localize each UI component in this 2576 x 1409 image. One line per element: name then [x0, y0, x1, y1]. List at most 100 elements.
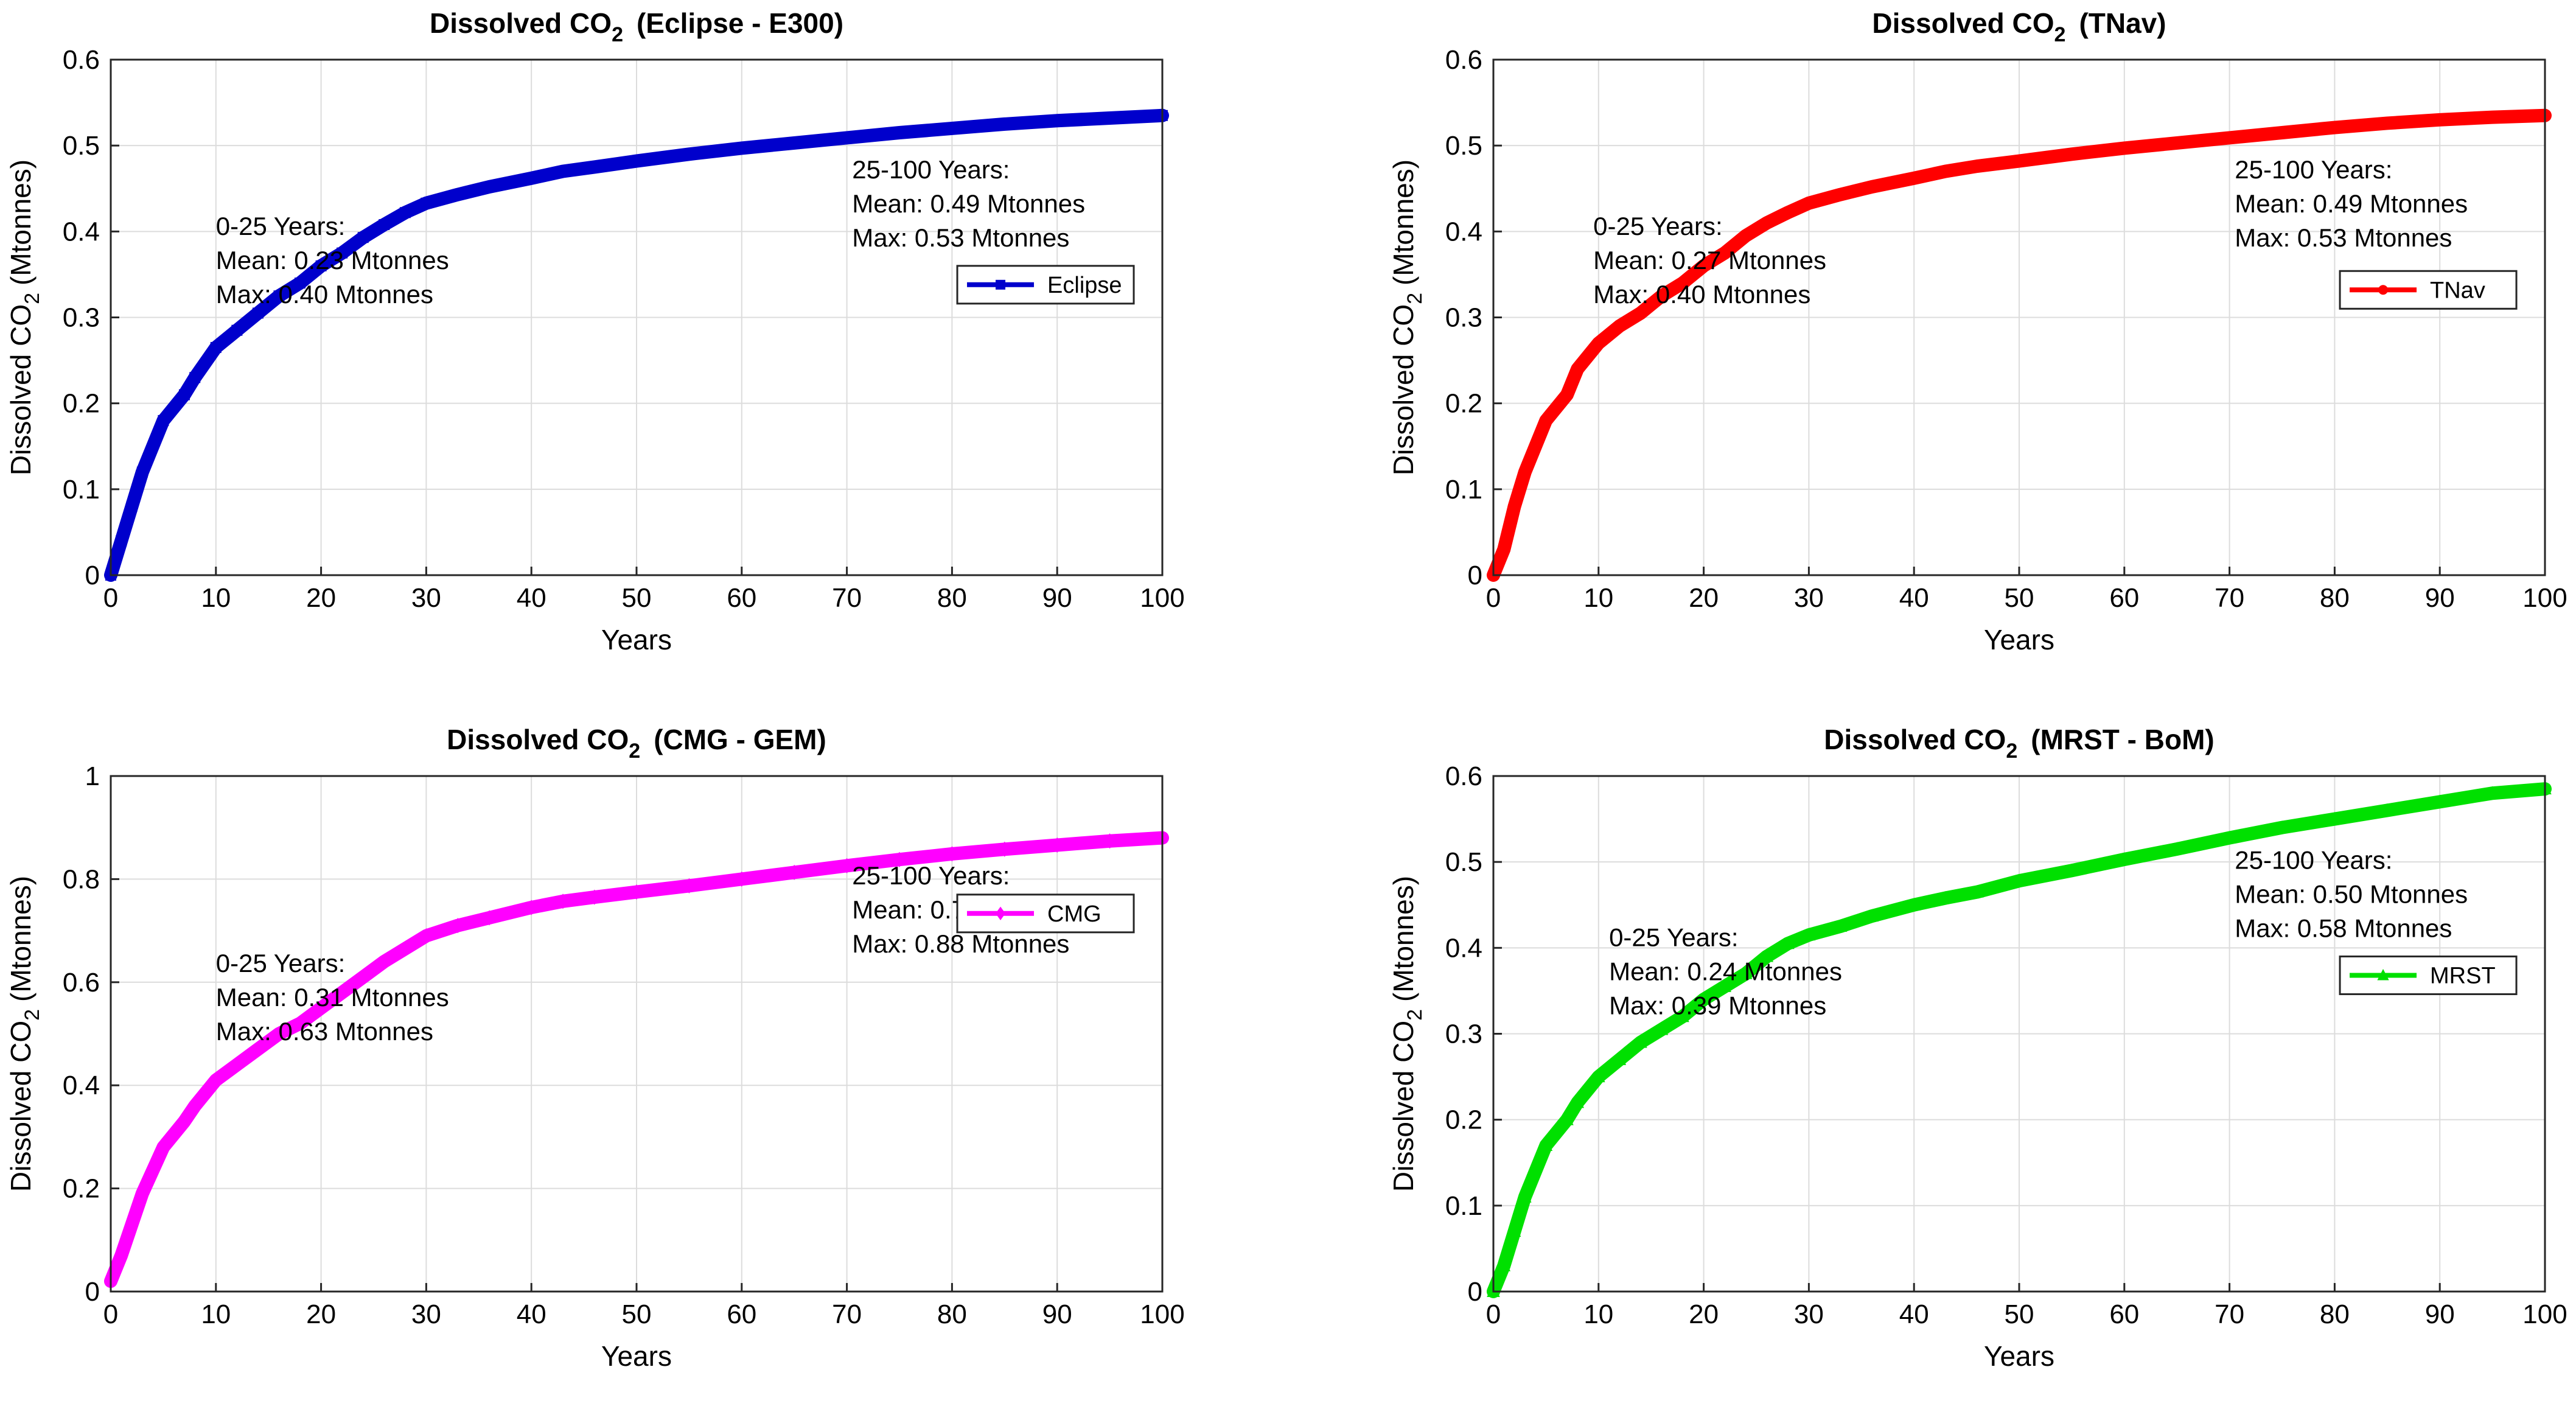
y-axis-label-suffix: (Mtonnes)	[5, 876, 37, 1002]
data-point	[1518, 1190, 1532, 1203]
legend-marker	[2377, 969, 2389, 981]
x-tick-label: 90	[2425, 583, 2455, 613]
data-point	[2277, 127, 2288, 138]
data-point	[1835, 189, 1846, 200]
annotation-line: Mean: 0.31 Mtonnes	[216, 983, 449, 1012]
y-tick-label: 0	[1468, 561, 1482, 590]
data-point	[2224, 132, 2235, 144]
legend-label: TNav	[2430, 278, 2485, 303]
data-point	[2329, 122, 2340, 133]
series-line-eclipse	[104, 108, 1169, 582]
grid	[111, 60, 1162, 575]
data-point	[1761, 217, 1773, 229]
series-line-cmg	[104, 831, 1169, 1288]
x-tick-label: 10	[201, 1299, 231, 1329]
data-point	[1939, 890, 1952, 904]
grid	[111, 776, 1162, 1292]
data-point	[452, 918, 464, 934]
data-point	[1940, 166, 1952, 177]
x-tick-label: 90	[1042, 583, 1072, 613]
x-tick-label: 40	[1899, 1299, 1929, 1329]
annotation-line: Mean: 0.27 Mtonnes	[1593, 246, 1826, 274]
y-axis-label-subscript: 2	[1403, 293, 1426, 304]
chart-svg-eclipse: 0 10 20 30 40 50 60 70 80 90 100 0 0.1 0.2 0.3 0.4 0.5 0.…	[5, 7, 1185, 656]
data-point	[136, 1186, 148, 1201]
data-point	[399, 207, 411, 219]
chart-title: Dissolved CO2 (CMG - GEM)	[447, 724, 826, 763]
y-tick-label: 0.6	[1445, 45, 1482, 75]
data-point	[1739, 966, 1753, 979]
y-tick-label: 0	[1468, 1277, 1482, 1307]
x-tick-label: 70	[2215, 1299, 2244, 1329]
y-axis-label-suffix: (Mtonnes)	[1387, 159, 1419, 285]
chart-title: Dissolved CO2 (Eclipse - E300)	[430, 7, 843, 46]
annotation-late: 25-100 Years: Mean: 0.49 Mtonnes Max: 0.53…	[2235, 155, 2468, 252]
series-line-tnav	[1487, 108, 2552, 582]
data-point	[1498, 544, 1510, 555]
data-point	[588, 161, 600, 173]
chart-title-subscript: 2	[2006, 739, 2017, 763]
legend: Eclipse	[956, 265, 1135, 305]
x-tick-label: 80	[937, 583, 967, 613]
chart-title-suffix: (TNav)	[2079, 7, 2166, 39]
y-axis-label-main: Dissolved CO	[1387, 1021, 1419, 1192]
chart-title-main: Dissolved CO	[430, 7, 612, 39]
x-tick-label: 90	[2425, 1299, 2455, 1329]
legend-marker	[2378, 285, 2389, 295]
data-point	[273, 290, 285, 302]
annotation-line: 25-100 Years:	[852, 155, 1010, 184]
x-tick-label: 10	[201, 583, 231, 613]
data-point	[421, 197, 432, 209]
chart-panel-eclipse: 0 10 20 30 40 50 60 70 80 90 100 0 0.1 0.2 0.3 0.4 0.5 0.…	[0, 0, 1288, 693]
data-point	[1781, 936, 1795, 949]
data-point	[2487, 111, 2498, 123]
data-point	[1572, 363, 1583, 375]
data-point	[1865, 909, 1879, 922]
x-tick-label: 30	[411, 1299, 441, 1329]
x-axis-label: Years	[1984, 1340, 2054, 1372]
y-axis-label: Dissolved CO2 (Mtonnes)	[5, 876, 44, 1192]
chart-title-suffix: (Eclipse - E300)	[637, 7, 843, 39]
data-point	[379, 219, 390, 231]
data-point	[337, 247, 348, 259]
data-point	[631, 155, 642, 167]
y-tick-label: 0.2	[1445, 1105, 1482, 1135]
chart-title-main: Dissolved CO	[1824, 724, 2006, 755]
y-axis-label-main: Dissolved CO	[5, 1021, 37, 1192]
data-point	[2381, 117, 2393, 129]
data-point	[2171, 137, 2183, 149]
x-tick-label: 100	[1140, 1299, 1184, 1329]
annotation-line: Max: 0.40 Mtonnes	[216, 280, 433, 309]
x-tick-label: 20	[1689, 583, 1719, 613]
y-axis-label-suffix: (Mtonnes)	[5, 159, 37, 285]
data-point	[295, 278, 306, 289]
data-point	[1698, 260, 1709, 271]
y-tick-label: 0.4	[63, 217, 100, 246]
x-tick-label: 10	[1583, 1299, 1613, 1329]
data-point	[841, 132, 853, 144]
data-point	[736, 871, 747, 887]
y-axis-label-subscript: 2	[21, 1009, 44, 1021]
legend-marker	[996, 279, 1006, 290]
annotation-line: 0-25 Years:	[1593, 212, 1723, 240]
annotation-line: Mean: 0.49 Mtonnes	[2235, 189, 2468, 218]
data-point	[2118, 142, 2130, 154]
data-point	[2118, 852, 2131, 865]
x-tick-label: 20	[306, 1299, 336, 1329]
y-tick-label: 0.2	[63, 1174, 100, 1204]
y-tick-label: 0.8	[63, 864, 100, 894]
y-tick-label: 0.2	[1445, 389, 1482, 419]
data-point	[1907, 898, 1921, 911]
x-tick-label: 80	[937, 1299, 967, 1329]
data-point	[2328, 811, 2342, 825]
y-tick-label: 0.5	[1445, 847, 1482, 877]
data-point	[557, 166, 569, 177]
data-point	[357, 969, 369, 985]
y-axis-label-suffix: (Mtonnes)	[1387, 876, 1419, 1002]
y-tick-label: 0.1	[63, 475, 100, 505]
data-point	[1561, 389, 1572, 400]
data-point	[1634, 1035, 1647, 1048]
x-tick-label: 0	[103, 1299, 118, 1329]
annotation-line: Max: 0.40 Mtonnes	[1593, 280, 1810, 309]
data-point	[588, 889, 600, 905]
